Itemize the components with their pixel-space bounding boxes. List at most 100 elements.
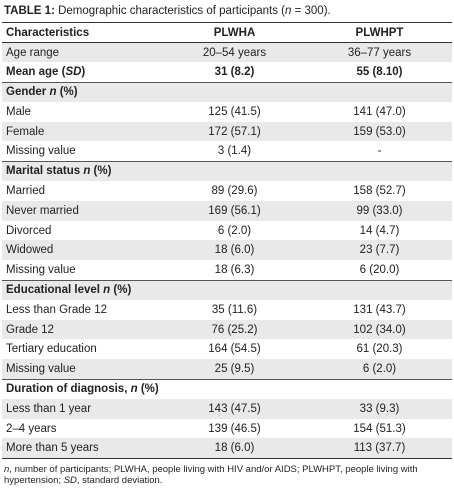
cell-plwha: 20–54 years <box>162 42 307 63</box>
footnote-part2: , standard deviation. <box>76 475 163 487</box>
row-label: Educational level n (%) <box>2 279 162 300</box>
cell-plwha: 139 (46.5) <box>208 422 261 435</box>
table-row: Missing value 18 (6.3) 6 (20.0) <box>2 260 452 280</box>
row-label-end: (%) <box>56 86 78 99</box>
row-label-end: (%) <box>137 383 159 396</box>
row-label: Missing value <box>2 359 162 380</box>
demographics-table: Characteristics PLWHA PLWHPT Age range 20… <box>2 22 452 459</box>
cell-plwhpt: - <box>377 145 382 158</box>
row-label: Less than 1 year <box>2 398 162 419</box>
header-plwha: PLWHA <box>162 22 307 43</box>
cell-plwha: 125 (41.5) <box>208 105 261 118</box>
table-row: Missing value 25 (9.5) 6 (2.0) <box>2 359 452 380</box>
row-label: 2–4 years <box>6 422 57 435</box>
table-row: Male 125 (41.5) 141 (47.0) <box>2 102 452 122</box>
table-row: Widowed 18 (6.0) 23 (7.7) <box>2 240 452 261</box>
row-label: Less than Grade 12 <box>6 303 108 316</box>
row-label: Married <box>6 184 45 197</box>
row-label: Female <box>2 121 162 142</box>
table-caption: TABLE 1: Demographic characteristics of … <box>2 0 452 22</box>
section-spacer <box>162 378 307 399</box>
table-row: Mean age (SD) 31 (8.2) 55 (8.10) <box>2 62 452 82</box>
cell-plwhpt: 113 (37.7) <box>307 438 452 459</box>
section-spacer <box>162 279 307 300</box>
cell-plwha: 172 (57.1) <box>162 121 307 142</box>
row-label-main: Gender <box>6 86 50 99</box>
row-label-symbol: SD <box>65 65 82 78</box>
table-row: Less than 1 year 143 (47.5) 33 (9.3) <box>2 398 452 419</box>
footnote-sd-symbol: SD <box>63 475 77 487</box>
cell-plwhpt: 102 (34.0) <box>307 319 452 340</box>
caption-text-before: Demographic characteristics of participa… <box>54 5 285 17</box>
cell-plwha: 35 (11.6) <box>211 303 258 316</box>
cell-plwhpt: 141 (47.0) <box>353 105 406 118</box>
table-row: Missing value 3 (1.4) - <box>2 141 452 161</box>
cell-plwha: 169 (56.1) <box>162 200 307 221</box>
row-label: Widowed <box>2 240 162 261</box>
section-spacer <box>307 378 452 399</box>
cell-plwhpt: 131 (43.7) <box>353 303 406 316</box>
caption-n-symbol: n <box>285 5 292 17</box>
row-label-main: Mean age ( <box>6 65 66 78</box>
cell-plwhpt: 23 (7.7) <box>307 240 452 261</box>
table-row: Tertiary education 164 (54.5) 61 (20.3) <box>2 339 452 359</box>
table-label: TABLE 1: <box>4 5 55 17</box>
row-label: Age range <box>2 42 162 63</box>
section-row: Gender n (%) <box>2 81 452 102</box>
footnote-n-symbol: n <box>4 463 10 475</box>
table-row: Never married 169 (56.1) 99 (33.0) <box>2 200 452 221</box>
table-footnote: n, number of participants; PLWHA, people… <box>2 459 452 487</box>
row-label: More than 5 years <box>2 438 162 459</box>
cell-plwha: 6 (2.0) <box>217 224 252 237</box>
cell-plwhpt: 36–77 years <box>307 42 452 63</box>
row-label: Mean age (SD) <box>2 62 162 82</box>
row-label: Missing value <box>6 263 76 276</box>
row-label: Gender n (%) <box>2 81 162 102</box>
table-row: Female 172 (57.1) 159 (53.0) <box>2 121 452 142</box>
row-label: Divorced <box>6 224 52 237</box>
cell-plwhpt: 14 (4.7) <box>359 224 400 237</box>
section-spacer <box>162 160 307 182</box>
cell-plwhpt: 154 (51.3) <box>353 422 406 435</box>
cell-plwha: 3 (1.4) <box>217 145 252 158</box>
cell-plwhpt: 61 (20.3) <box>356 343 403 356</box>
row-label: Never married <box>2 200 162 221</box>
row-label-symbol: n <box>49 86 57 99</box>
cell-plwhpt: 158 (52.7) <box>353 184 406 197</box>
table-row: Less than Grade 12 35 (11.6) 131 (43.7) <box>2 300 452 320</box>
row-label-end: (%) <box>110 284 132 297</box>
section-spacer <box>307 81 452 102</box>
row-label-main: Marital status <box>6 165 84 178</box>
row-label: Marital status n (%) <box>2 160 162 182</box>
cell-plwha: 143 (47.5) <box>162 398 307 419</box>
row-label-symbol: n <box>83 165 91 178</box>
header-characteristics: Characteristics <box>2 22 162 43</box>
caption-text-after: = 300). <box>291 5 331 17</box>
cell-plwha: 25 (9.5) <box>162 359 307 380</box>
cell-plwhpt: 99 (33.0) <box>307 200 452 221</box>
cell-plwhpt: 33 (9.3) <box>307 398 452 419</box>
table-row: Married 89 (29.6) 158 (52.7) <box>2 181 452 201</box>
section-row: Duration of diagnosis, n (%) <box>2 378 452 399</box>
row-label-end: ) <box>81 65 86 78</box>
table-row: More than 5 years 18 (6.0) 113 (37.7) <box>2 438 452 459</box>
row-label-symbol: n <box>103 284 111 297</box>
table-row: Age range 20–54 years 36–77 years <box>2 42 452 63</box>
row-label-main: Duration of diagnosis, <box>6 383 131 396</box>
section-row: Educational level n (%) <box>2 279 452 300</box>
section-spacer <box>307 160 452 182</box>
cell-plwha: 76 (25.2) <box>162 319 307 340</box>
cell-plwhpt: 6 (20.0) <box>359 263 400 276</box>
cell-plwhpt: 6 (2.0) <box>307 359 452 380</box>
row-label: Duration of diagnosis, n (%) <box>2 378 162 399</box>
table-header-row: Characteristics PLWHA PLWHPT <box>2 22 452 43</box>
row-label: Tertiary education <box>6 343 97 356</box>
section-spacer <box>162 81 307 102</box>
row-label: Missing value <box>6 145 76 158</box>
cell-plwha: 164 (54.5) <box>208 343 261 356</box>
table-row: 2–4 years 139 (46.5) 154 (51.3) <box>2 419 452 439</box>
row-label-end: (%) <box>90 165 112 178</box>
cell-plwhpt: 159 (53.0) <box>307 121 452 142</box>
row-label-symbol: n <box>130 383 138 396</box>
table-row: Grade 12 76 (25.2) 102 (34.0) <box>2 319 452 340</box>
